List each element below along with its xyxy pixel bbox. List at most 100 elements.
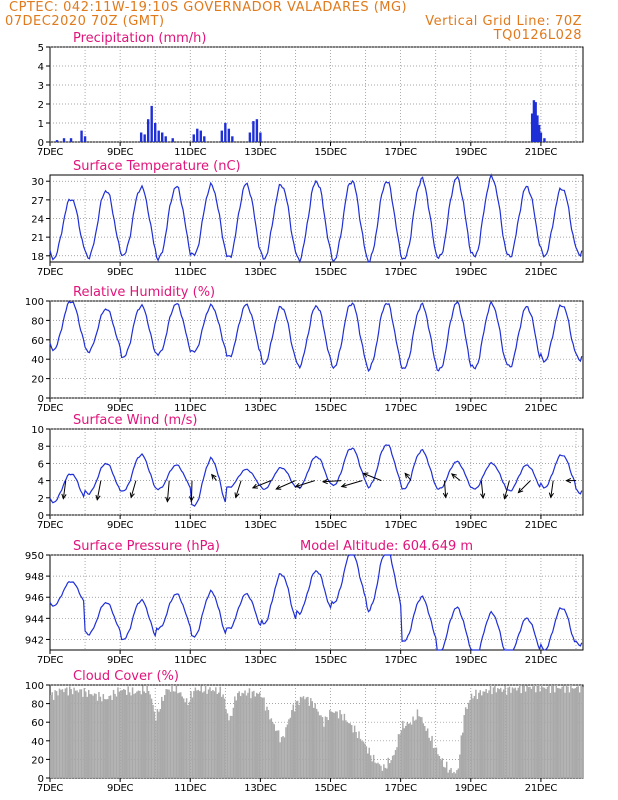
cloud-bar: [387, 757, 389, 778]
cloud-bar: [89, 694, 91, 778]
wind-xtick-label: 21DEC: [525, 520, 558, 531]
cloud-bar: [264, 710, 267, 778]
cloud-bar: [565, 685, 568, 778]
cloud-bar: [495, 692, 498, 778]
cloud-bar: [307, 696, 309, 778]
cloud-bar: [543, 687, 546, 778]
precip-bar: [252, 121, 255, 142]
cloud-bar: [121, 690, 124, 778]
cloud-bar: [73, 687, 75, 778]
cloud-bar: [523, 685, 525, 778]
cloud-bar: [212, 689, 214, 778]
cloud-bar: [99, 696, 102, 778]
precipitation-ytick-label: 3: [38, 81, 44, 92]
cloud-bar: [343, 713, 346, 778]
cloud-bar: [295, 701, 297, 778]
cloud-bar: [169, 691, 172, 778]
cloud-bar: [367, 753, 369, 778]
cloud-bar: [362, 741, 365, 778]
cloud-bar: [54, 690, 56, 778]
cloud-bar: [364, 743, 366, 778]
wind-xtick-label: 19DEC: [455, 520, 488, 531]
cloud-bar: [203, 691, 205, 778]
precipitation-title: Precipitation (mm/h): [73, 31, 206, 46]
cloud-bar: [146, 685, 148, 778]
cloud-bar: [296, 700, 299, 778]
cloud-bar: [314, 703, 316, 778]
cloud-cover-xtick-label: 15DEC: [314, 783, 347, 794]
cloud-bar: [280, 737, 283, 778]
temperature-xtick-label: 15DEC: [314, 267, 347, 278]
pressure-ytick-label: 948: [25, 572, 44, 583]
cloud-bar: [485, 689, 487, 778]
precip-bar: [146, 119, 150, 142]
cloud-bar: [248, 688, 251, 778]
cloud-bar: [535, 692, 537, 778]
cloud-bar: [407, 723, 410, 778]
cloud-bar: [96, 700, 99, 778]
humidity-title: Relative Humidity (%): [73, 285, 215, 300]
temperature-title: Surface Temperature (nC): [73, 159, 241, 174]
humidity-xtick-label: 11DEC: [174, 403, 207, 414]
cloud-bar: [82, 696, 84, 778]
cloud-bar: [98, 691, 100, 778]
cloud-bar: [102, 694, 105, 778]
cloud-bar: [279, 742, 281, 778]
cloud-bar: [552, 686, 555, 778]
cloud-bar: [516, 690, 518, 778]
humidity-xtick-label: 15DEC: [314, 403, 347, 414]
cloud-cover-ytick-label: 100: [25, 681, 44, 692]
cloud-bar: [253, 690, 255, 778]
cloud-bar: [63, 692, 65, 778]
cloud-bar: [93, 693, 96, 778]
cloud-bar: [339, 709, 341, 778]
cloud-bar: [559, 688, 562, 778]
humidity-ytick-label: 0: [38, 394, 44, 405]
cloud-bar: [125, 694, 128, 778]
precipitation-xtick-label: 13DEC: [244, 147, 277, 158]
precipitation-frame: [49, 46, 584, 143]
cloud-bar: [372, 754, 375, 778]
cloud-bar: [188, 701, 191, 778]
cloud-bar: [118, 691, 121, 778]
cloud-bar: [353, 725, 356, 778]
humidity-ytick-label: 100: [25, 297, 44, 308]
cloud-bar: [283, 737, 286, 778]
wind-xtick-label: 13DEC: [244, 520, 277, 531]
precip-bar: [537, 124, 541, 142]
wind-arrow: [341, 480, 363, 488]
cloud-bar: [165, 689, 167, 778]
cloud-bar: [320, 715, 322, 778]
run-date: 07DEC2020 70Z (GMT): [5, 14, 165, 29]
cloud-bar: [413, 720, 416, 778]
wind-xtick-label: 9DEC: [107, 520, 133, 531]
cloud-bar: [74, 690, 77, 778]
precip-bar: [224, 123, 227, 142]
cloud-bar: [288, 719, 290, 778]
cloud-bar: [292, 704, 294, 778]
cloud-bar: [87, 689, 90, 778]
wind-arrow-head: [165, 496, 171, 503]
cloud-bar: [180, 692, 182, 778]
cloud-bar: [166, 689, 169, 778]
wind-arrow: [518, 480, 531, 493]
cloud-bar: [219, 686, 221, 778]
cloud-bar: [457, 768, 460, 778]
wind-ytick-label: 4: [38, 477, 44, 488]
cloud-bar: [213, 691, 216, 778]
precip-bar: [83, 136, 87, 142]
cloud-bar: [200, 685, 202, 778]
cloud-bar: [577, 686, 579, 778]
cloud-bar: [67, 695, 69, 778]
humidity-ytick-label: 80: [31, 316, 44, 327]
precipitation-ytick-label: 0: [38, 138, 44, 149]
precip-bar: [80, 130, 83, 142]
cloud-bar: [66, 687, 68, 778]
cloud-bar: [443, 766, 445, 778]
cloud-bar: [502, 689, 505, 778]
cloud-bar: [285, 727, 287, 778]
cloud-bar: [117, 687, 119, 778]
wind-arrow-head: [275, 484, 282, 490]
temperature-ytick-label: 18: [31, 252, 44, 263]
pressure-ytick-label: 942: [25, 635, 44, 646]
